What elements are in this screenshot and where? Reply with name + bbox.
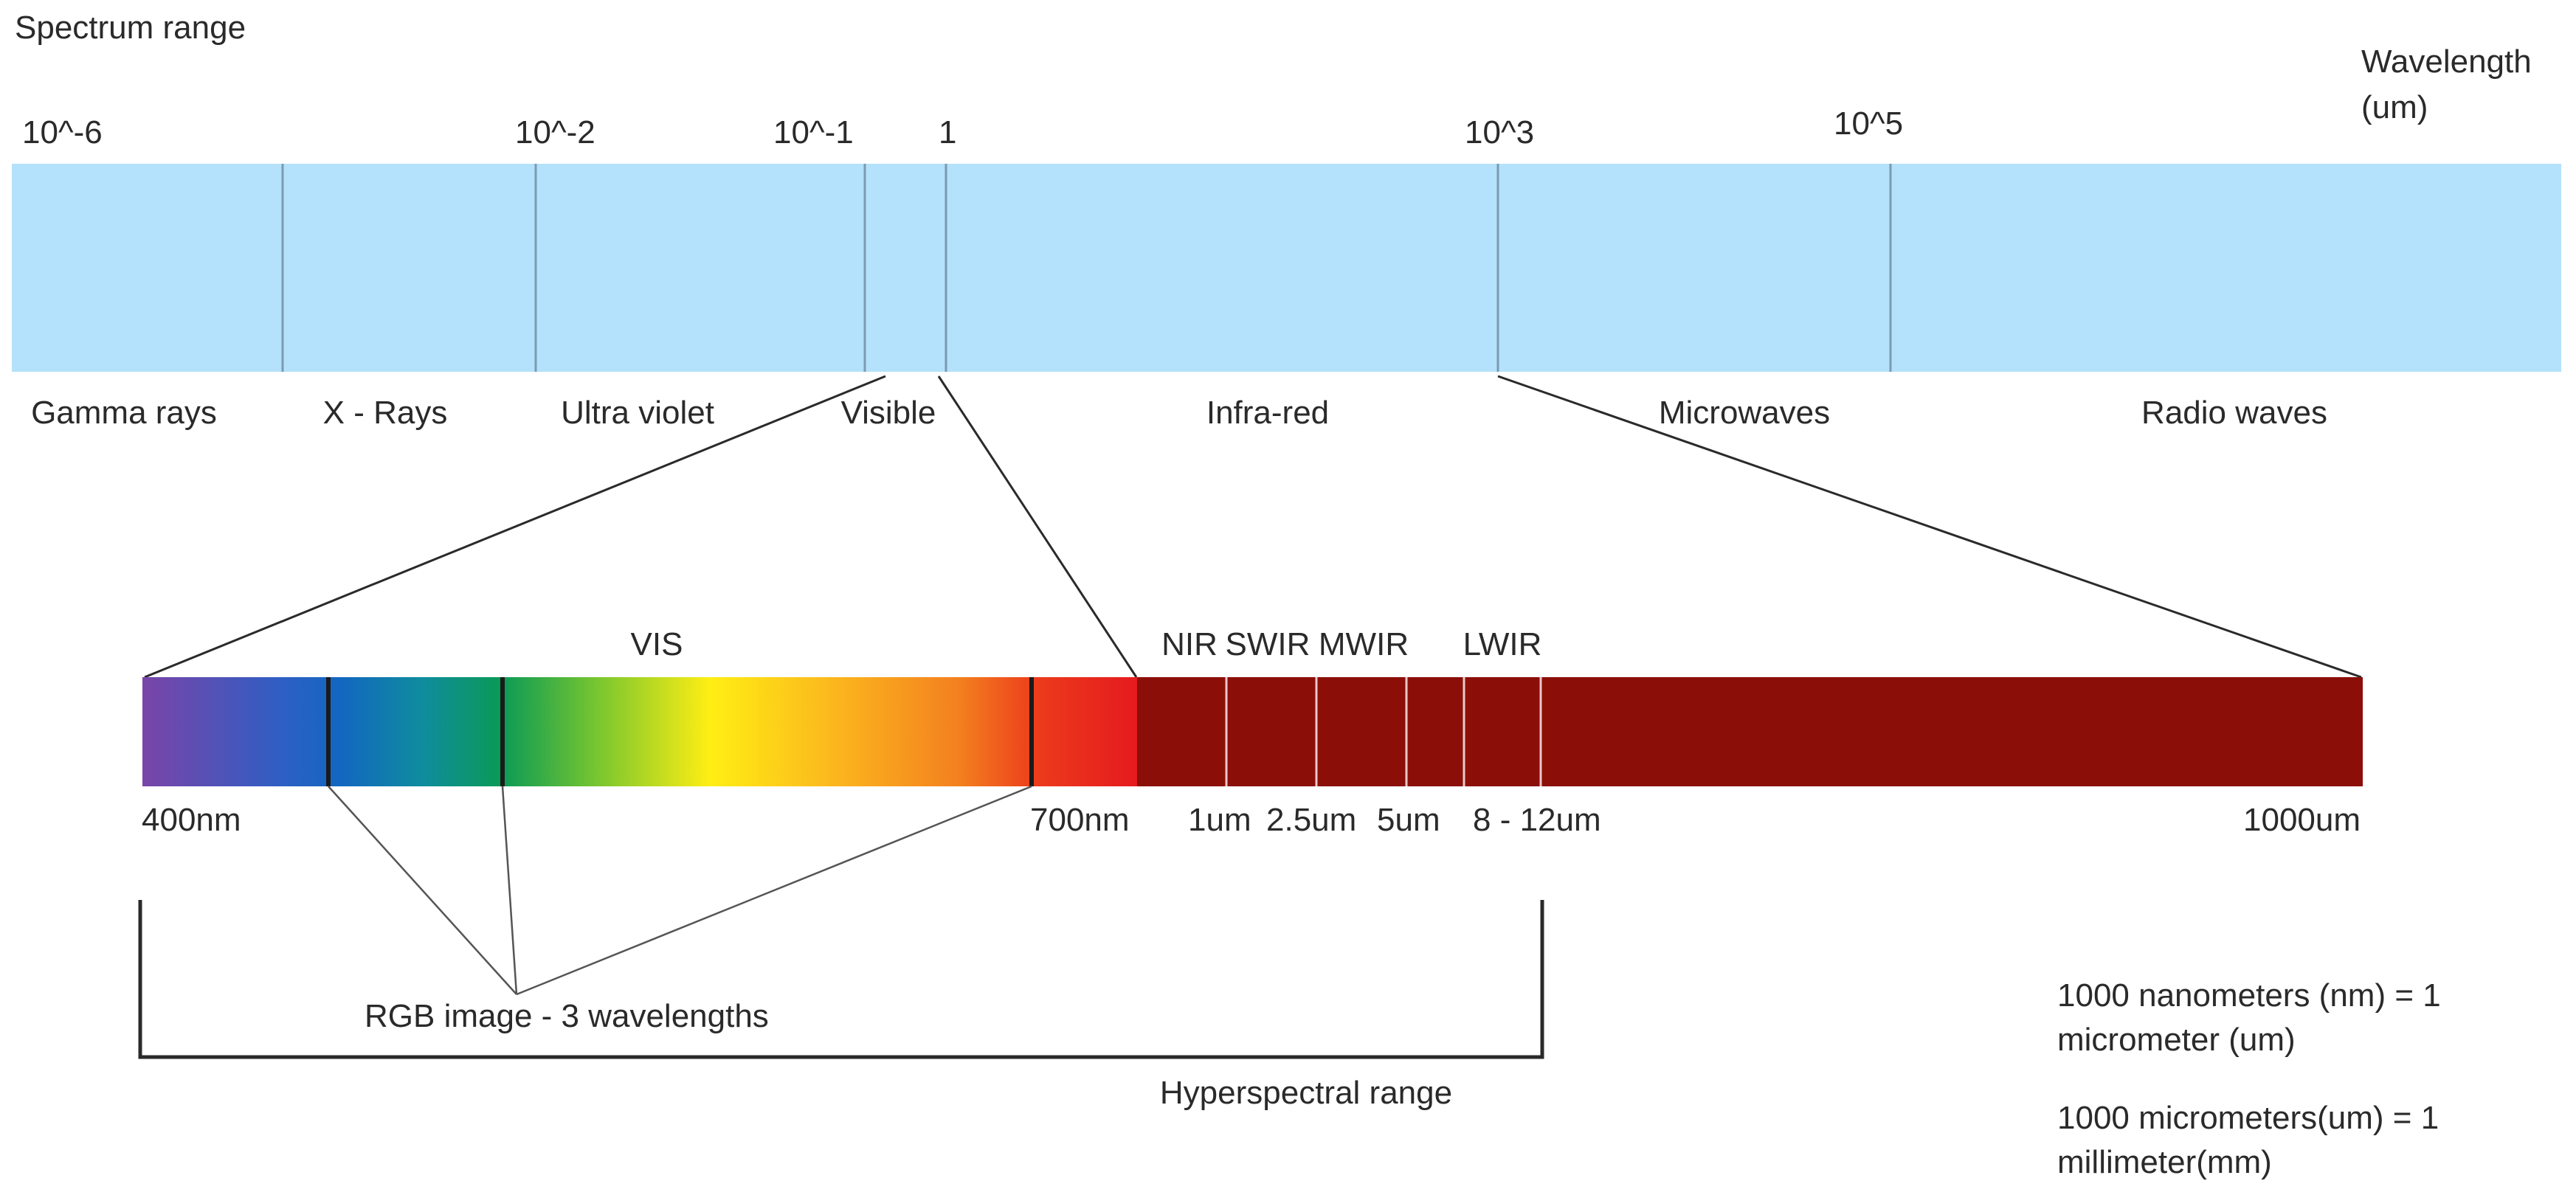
- band-label-visible: Visible: [841, 395, 936, 431]
- hyperspectral-label: Hyperspectral range: [1160, 1075, 1452, 1111]
- hyperspectral-bracket: [138, 900, 1544, 1059]
- swir-label: SWIR: [1226, 626, 1311, 662]
- zoom-lines: [144, 375, 2362, 679]
- wavelength-label: 700nm: [1030, 802, 1130, 838]
- lwir-label: LWIR: [1463, 626, 1542, 662]
- unit-note-nm: micrometer (um): [2057, 1022, 2296, 1058]
- unit-note-nm: 1000 nanometers (nm) = 1: [2057, 977, 2441, 1014]
- scale-tick: 10^-6: [22, 114, 103, 150]
- wavelength-label: 8 - 12um: [1473, 802, 1601, 838]
- band-label-microwaves: Microwaves: [1659, 395, 1830, 431]
- band-label-gamma: Gamma rays: [31, 395, 217, 431]
- scale-tick: 10^-2: [515, 114, 595, 150]
- diagram-title: Spectrum range: [15, 10, 246, 46]
- wavelength-label: 5um: [1377, 802, 1440, 838]
- wavelength-axis-label: Wavelength: [2361, 44, 2532, 80]
- vis-label: VIS: [631, 626, 683, 662]
- scale-tick: 10^5: [1834, 105, 1903, 142]
- wavelength-label: 1um: [1188, 802, 1251, 838]
- wavelength-label: 2.5um: [1266, 802, 1356, 838]
- spectrum-bar: [12, 164, 2561, 372]
- scale-tick: 1: [939, 114, 956, 150]
- band-label-uv: Ultra violet: [561, 395, 714, 431]
- wavelength-label: 400nm: [142, 802, 241, 838]
- wavelength-label: 1000um: [2243, 802, 2361, 838]
- infrared-bar: [1137, 677, 2363, 786]
- band-label-xrays: X - Rays: [323, 395, 448, 431]
- unit-note-um: millimeter(mm): [2057, 1144, 2272, 1180]
- rgb-connector-lines: [328, 785, 1032, 996]
- scale-tick: 10^3: [1465, 114, 1534, 150]
- mwir-label: MWIR: [1319, 626, 1409, 662]
- wavelength-axis-unit: (um): [2361, 89, 2428, 125]
- band-label-radio: Radio waves: [2141, 395, 2327, 431]
- scale-tick: 10^-1: [773, 114, 854, 150]
- unit-note-um: 1000 micrometers(um) = 1: [2057, 1100, 2439, 1136]
- band-label-infrared: Infra-red: [1206, 395, 1329, 431]
- spectrum-dividers: [281, 164, 1892, 372]
- ir-dividers: [1225, 677, 1542, 786]
- nir-label: NIR: [1161, 626, 1218, 662]
- rgb-markers: [326, 677, 1034, 786]
- visible-gradient-bar: [142, 677, 1139, 786]
- rgb-image-label: RGB image - 3 wavelengths: [365, 998, 769, 1034]
